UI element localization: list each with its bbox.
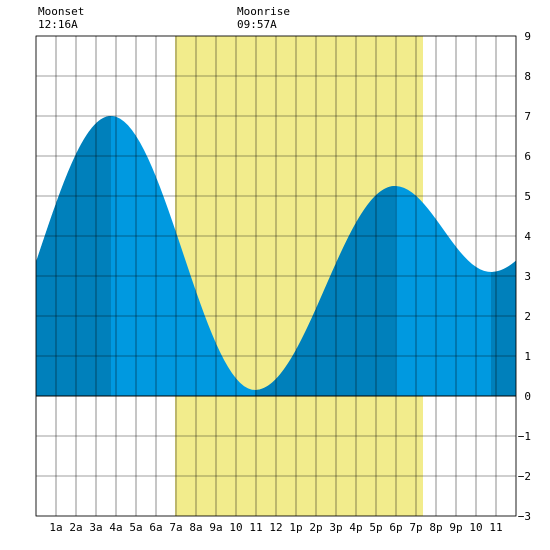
x-tick-label: 2p — [309, 521, 322, 534]
y-tick-label: 2 — [524, 310, 531, 323]
y-tick-label: 1 — [524, 350, 531, 363]
x-tick-label: 6p — [389, 521, 402, 534]
x-tick-label: 5p — [369, 521, 382, 534]
moonrise-title: Moonrise — [237, 5, 290, 18]
x-tick-label: 4a — [109, 521, 122, 534]
moonrise-time: 09:57A — [237, 18, 277, 31]
x-tick-label: 10 — [469, 521, 482, 534]
plot-border — [35, 35, 517, 517]
x-tick-label: 10 — [229, 521, 242, 534]
x-tick-label: 8p — [429, 521, 442, 534]
x-tick-label: 3a — [89, 521, 102, 534]
tide-dark-band-1 — [255, 186, 395, 396]
moonset-time: 12:16A — [38, 18, 78, 31]
y-tick-label: −1 — [518, 430, 531, 443]
tide-dark-band-2 — [491, 260, 516, 396]
y-tick-label: −2 — [518, 470, 531, 483]
y-tick-label: 4 — [524, 230, 531, 243]
x-tick-label: 8a — [189, 521, 202, 534]
y-tick-label: 8 — [524, 70, 531, 83]
x-tick-label: 7a — [169, 521, 182, 534]
y-tick-label: 9 — [524, 30, 531, 43]
x-tick-label: 9a — [209, 521, 222, 534]
x-tick-label: 4p — [349, 521, 362, 534]
x-tick-label: 6a — [149, 521, 162, 534]
x-tick-label: 11 — [489, 521, 502, 534]
x-tick-label: 1a — [49, 521, 62, 534]
x-tick-label: 2a — [69, 521, 82, 534]
y-tick-label: 3 — [524, 270, 531, 283]
x-tick-label: 9p — [449, 521, 462, 534]
x-tick-label: 7p — [409, 521, 422, 534]
y-tick-label: 0 — [524, 390, 531, 403]
x-tick-label: 11 — [249, 521, 262, 534]
x-tick-label: 5a — [129, 521, 142, 534]
y-tick-label: 6 — [524, 150, 531, 163]
x-tick-label: 1p — [289, 521, 302, 534]
y-tick-label: −3 — [518, 510, 531, 523]
y-tick-label: 5 — [524, 190, 531, 203]
tide-dark-band-0 — [36, 116, 111, 396]
x-tick-label: 12 — [269, 521, 282, 534]
moonset-title: Moonset — [38, 5, 84, 18]
y-tick-label: 7 — [524, 110, 531, 123]
x-tick-label: 3p — [329, 521, 342, 534]
